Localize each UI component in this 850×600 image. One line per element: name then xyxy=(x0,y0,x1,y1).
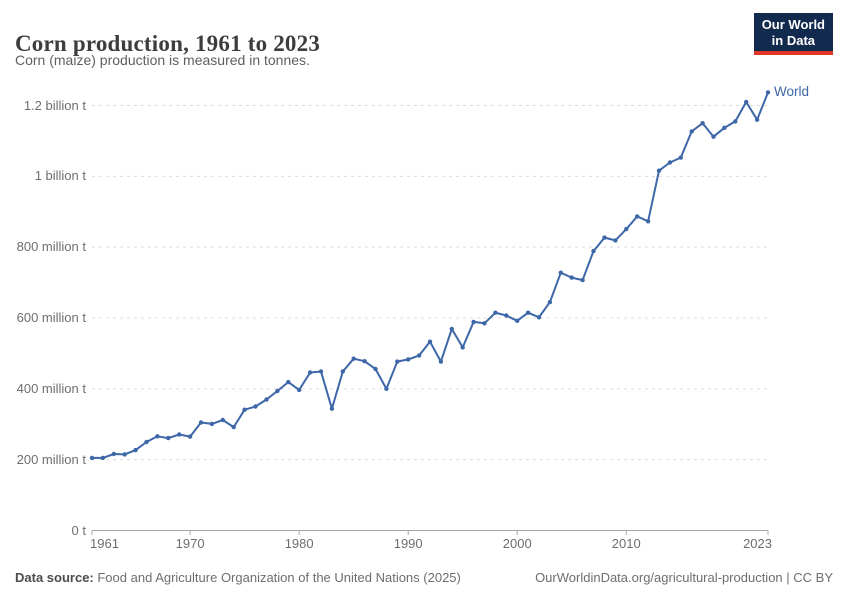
y-tick-label-800m: 800 million t xyxy=(16,239,86,255)
owid-logo[interactable]: Our World in Data xyxy=(753,13,833,55)
data-source-note: Data source: Food and Agriculture Organi… xyxy=(15,570,461,585)
owid-url-link[interactable]: OurWorldinData.org/agricultural-producti… xyxy=(535,570,833,585)
x-tick-label-2000: 2000 xyxy=(502,536,532,551)
y-tick-label-600m: 600 million t xyxy=(16,310,86,325)
chart-subtitle: Corn (maize) production is measured in t… xyxy=(15,52,310,68)
page-title: Corn production, 1961 to 2023 xyxy=(15,31,321,57)
x-tick-label-1961: 1961 xyxy=(90,536,119,551)
x-tick-label-2010: 2010 xyxy=(611,536,641,551)
data-source-text: Food and Agriculture Organization of the… xyxy=(93,570,461,585)
x-tick-label-1990: 1990 xyxy=(393,536,423,551)
owid-logo-line2: in Data xyxy=(771,33,816,48)
series-label-world[interactable]: World xyxy=(774,84,810,100)
y-tick-label-1b: 1 billion t xyxy=(34,168,86,184)
data-source-label: Data source: xyxy=(15,570,94,585)
owid-logo-line1: Our World xyxy=(761,17,825,32)
y-tick-label-0: 0 t xyxy=(71,522,86,538)
x-tick-label-1970: 1970 xyxy=(175,536,205,551)
x-tick-label-1980: 1980 xyxy=(284,536,314,551)
y-tick-label-400m: 400 million t xyxy=(16,380,86,396)
x-tick-label-2023: 2023 xyxy=(743,536,772,551)
y-tick-label-1-2b: 1.2 billion t xyxy=(23,97,86,113)
y-tick-label-200m: 200 million t xyxy=(16,451,86,467)
